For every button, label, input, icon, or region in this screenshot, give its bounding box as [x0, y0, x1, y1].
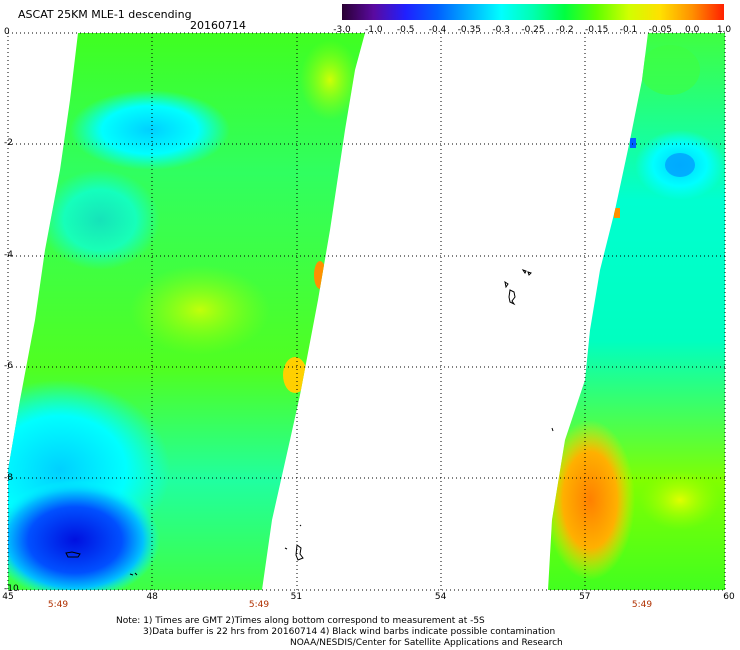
- coastline-icon: [65, 269, 554, 576]
- y-tick-label: -2: [4, 138, 13, 149]
- y-tick-label: -4: [4, 249, 13, 260]
- x-tick-label: 57: [579, 592, 591, 602]
- colorbar-label: -0.15: [585, 25, 609, 35]
- x-tick-label: 60: [723, 592, 735, 602]
- colorbar-label: -0.25: [521, 25, 545, 35]
- right-swath: [548, 33, 725, 590]
- colorbar-label: -0.4: [428, 25, 447, 35]
- colorbar-label: -0.5: [396, 25, 415, 35]
- y-tick-label: -10: [4, 584, 19, 594]
- note-line-3: NOAA/NESDIS/Center for Satellite Applica…: [290, 638, 563, 648]
- colorbar-label: 1.0: [716, 25, 732, 35]
- colorbar-label: -0.3: [492, 25, 510, 35]
- colorbar-label: -1.0: [365, 25, 383, 35]
- y-tick-label: -6: [4, 361, 13, 372]
- grid-lines: [7, 32, 726, 591]
- y-tick-label: 0: [4, 27, 10, 37]
- x-tick-label: 48: [146, 592, 158, 602]
- note-line-2: 3)Data buffer is 22 hrs from 20160714 4)…: [143, 627, 556, 637]
- colorbar-label: -0.1: [619, 25, 638, 35]
- x-tick-label: 45: [2, 592, 14, 602]
- pass-time-label: 5:49: [631, 600, 653, 610]
- colorbar: [342, 4, 724, 20]
- y-tick-label: -8: [4, 472, 13, 483]
- colorbar-label: 0.0: [684, 25, 700, 35]
- map-title: ASCAT 25KM MLE-1 descending: [18, 8, 192, 21]
- pass-time-label: 5:49: [248, 600, 270, 610]
- colorbar-label: -3.0: [333, 25, 351, 35]
- left-swath: [8, 33, 365, 590]
- x-tick-label: 54: [434, 592, 447, 602]
- colorbar-label: -0.05: [648, 25, 672, 35]
- x-tick-label: 51: [290, 592, 303, 602]
- pass-time-label: 5:49: [47, 600, 69, 610]
- colorbar-label: -0.2: [556, 25, 574, 35]
- map-date: 20160714: [190, 19, 246, 32]
- note-line-1: Note: 1) Times are GMT 2)Times along bot…: [116, 616, 485, 626]
- colorbar-label: -0.35: [457, 25, 481, 35]
